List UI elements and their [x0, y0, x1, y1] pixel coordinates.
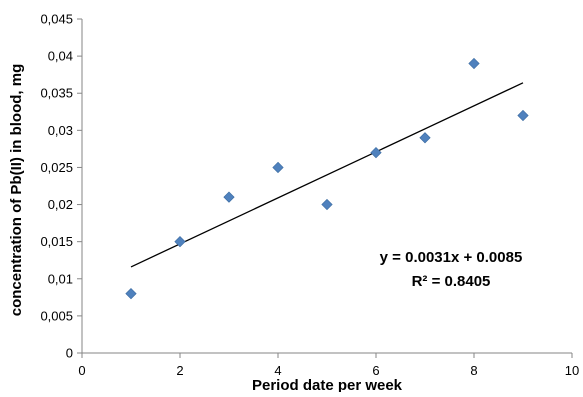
- x-tick-label: 10: [565, 363, 579, 378]
- data-point: [468, 57, 480, 70]
- data-point: [174, 236, 186, 248]
- y-tick-label: 0,015: [40, 234, 73, 249]
- y-tick-label: 0,025: [40, 160, 73, 175]
- y-tick-label: 0,04: [48, 49, 73, 64]
- data-point: [370, 146, 382, 159]
- y-tick-label: 0: [66, 346, 73, 361]
- x-axis-title: Period date per week: [252, 377, 403, 392]
- y-tick-label: 0,045: [40, 12, 73, 27]
- y-tick-label: 0,02: [48, 197, 73, 212]
- y-axis-title: concentration of Pb(II) in blood, mg: [8, 64, 25, 316]
- y-tick-label: 0,035: [40, 86, 73, 101]
- x-tick-label: 4: [274, 363, 281, 378]
- data-point: [517, 109, 529, 122]
- axes-layer: 0 0,005 0,01 0,015 0,02 0,025 0,03 0,035 0,04 0,0…: [40, 12, 579, 379]
- data-point: [321, 198, 333, 211]
- y-tick-label: 0,005: [40, 308, 73, 323]
- data-points-layer: [125, 57, 529, 300]
- trendline-r-squared: R² = 0.8405: [412, 273, 491, 290]
- text-layer: Period date per week concentration of Pb…: [8, 64, 523, 394]
- data-point: [223, 191, 235, 203]
- x-tick-label: 2: [176, 363, 183, 378]
- data-point: [125, 287, 137, 300]
- trendline-equation: y = 0.0031x + 0.0085: [380, 249, 523, 266]
- data-point: [272, 161, 284, 174]
- data-point: [419, 132, 431, 144]
- trendline: [130, 82, 524, 268]
- x-tick-label: 0: [78, 363, 85, 378]
- y-tick-label: 0,03: [48, 123, 73, 138]
- y-tick-label: 0,01: [48, 271, 73, 286]
- x-tick-label: 8: [470, 363, 477, 378]
- trendline-layer: [130, 82, 524, 268]
- x-tick-label: 6: [372, 363, 379, 378]
